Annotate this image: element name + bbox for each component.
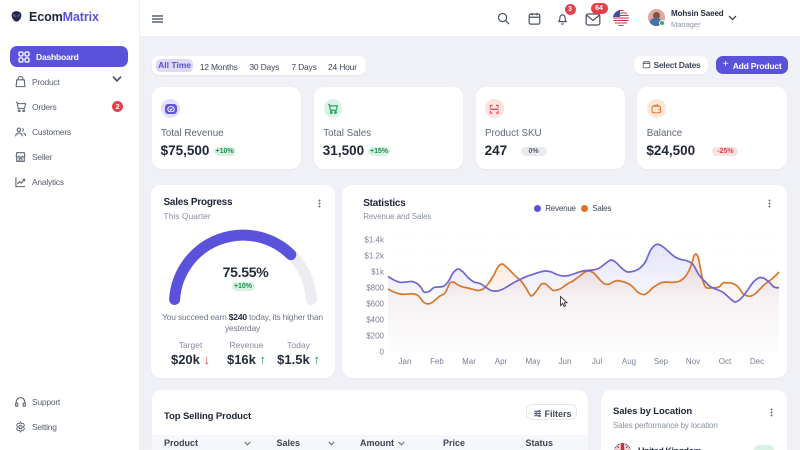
svg-text:Oct: Oct [719,357,732,366]
svg-text:$800: $800 [366,284,384,293]
svg-text:Feb: Feb [430,357,444,366]
svg-text:$400: $400 [366,316,384,325]
svg-text:Mar: Mar [462,357,476,366]
svg-text:$600: $600 [366,300,384,309]
svg-text:Sep: Sep [654,357,669,366]
svg-text:Jun: Jun [559,357,572,366]
svg-text:May: May [525,357,540,366]
svg-text:$1k: $1k [371,268,385,277]
svg-text:$200: $200 [366,332,384,341]
svg-text:Dec: Dec [750,357,764,366]
svg-text:Jan: Jan [399,357,412,366]
svg-text:0: 0 [380,348,385,357]
svg-text:$1.2k: $1.2k [364,252,385,261]
svg-text:$1.4k: $1.4k [364,236,385,245]
svg-text:Aug: Aug [622,357,636,366]
svg-text:Apr: Apr [495,357,508,366]
svg-text:Jul: Jul [592,357,602,366]
svg-text:Nov: Nov [686,357,700,366]
